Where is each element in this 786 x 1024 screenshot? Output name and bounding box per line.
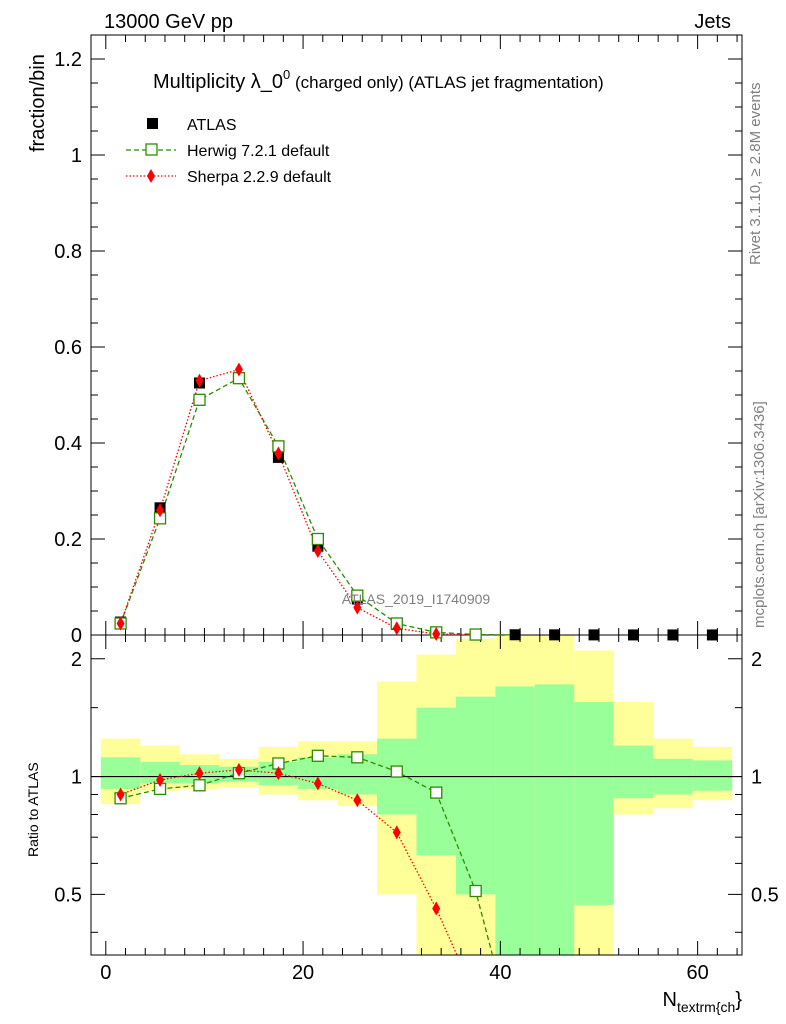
sherpa-ratio-point bbox=[353, 793, 362, 808]
herwig-point bbox=[311, 532, 325, 546]
ratio-xtick-label: 40 bbox=[489, 962, 511, 984]
legend-atlas-label: ATLAS bbox=[187, 117, 237, 134]
sherpa-ratio-point bbox=[392, 825, 401, 840]
atlas-point bbox=[628, 629, 639, 641]
band-green-13 bbox=[613, 745, 654, 799]
main-ytick-label: 0.2 bbox=[54, 529, 82, 551]
sherpa-ratio-point bbox=[156, 772, 165, 787]
ratio-xtick-label: 0 bbox=[100, 962, 111, 984]
header-left: 13000 GeV pp bbox=[104, 11, 233, 33]
herwig-ratio-point bbox=[430, 786, 443, 799]
herwig-point bbox=[193, 393, 206, 406]
legend-sherpa-marker bbox=[147, 169, 155, 183]
ratio-uncertainty-bands bbox=[100, 635, 733, 955]
legend-sherpa-label: Sherpa 2.2.9 default bbox=[187, 169, 332, 186]
band-green-12 bbox=[574, 702, 614, 905]
band-green-1 bbox=[140, 761, 180, 784]
atlas-point bbox=[509, 629, 521, 641]
x-axis-label-main: N bbox=[663, 989, 677, 1011]
ratio-xtick-label: 60 bbox=[686, 962, 708, 984]
sherpa-ratio-point bbox=[432, 901, 441, 916]
herwig-point bbox=[469, 628, 482, 641]
legend-herwig-marker bbox=[145, 143, 158, 156]
band-green-11 bbox=[534, 684, 575, 955]
band-green-0 bbox=[100, 757, 141, 789]
ratio-ytick-label-right: 2 bbox=[751, 649, 762, 671]
main-ytick-label: 0.4 bbox=[54, 433, 82, 455]
main-ytick-label: 1.2 bbox=[54, 49, 82, 71]
ratio-ytick-label: 1 bbox=[71, 767, 82, 789]
herwig-ratio-point bbox=[469, 884, 482, 898]
x-axis-label-close: } bbox=[735, 989, 742, 1011]
sherpa-point bbox=[234, 362, 243, 377]
main-ytick-label: 1 bbox=[71, 145, 82, 167]
plot-title: Multiplicity λ_00 (charged only) (ATLAS … bbox=[153, 67, 604, 93]
legend-atlas-marker bbox=[147, 118, 158, 129]
band-green-9 bbox=[455, 696, 496, 895]
main-ytick-label: 0.8 bbox=[54, 241, 82, 263]
band-green-15 bbox=[692, 760, 733, 791]
legend: ATLAS Herwig 7.2.1 default Sherpa 2.2.9 … bbox=[126, 117, 332, 186]
sherpa-main-curve bbox=[119, 368, 476, 636]
atlas-point bbox=[667, 629, 679, 641]
atlas-point bbox=[588, 629, 600, 641]
band-green-10 bbox=[495, 686, 535, 955]
ratio-ytick-label-right: 0.5 bbox=[751, 884, 779, 906]
header-right: Jets bbox=[694, 11, 731, 33]
data-markers bbox=[114, 362, 718, 916]
sherpa-point bbox=[353, 600, 362, 615]
sherpa-point bbox=[195, 373, 204, 388]
tick-labels: 0 0.2 0.4 0.6 0.8 1 1.2 0 20 40 60 0.5 0.5 1 1 2 2 bbox=[54, 49, 779, 984]
main-ytick-label: 0 bbox=[71, 625, 82, 647]
ratio-panel-frame bbox=[90, 634, 743, 956]
x-axis-label-sub: textrm{ch bbox=[677, 999, 735, 1015]
sherpa-point bbox=[274, 446, 283, 461]
herwig-ratio-point bbox=[390, 765, 403, 778]
sherpa-ratio-point bbox=[274, 766, 283, 781]
sherpa-point bbox=[313, 544, 322, 558]
sherpa-point bbox=[432, 627, 441, 642]
y-axis-label-main: fraction/bin bbox=[27, 54, 49, 152]
sherpa-ratio-point bbox=[313, 776, 322, 791]
atlas-point bbox=[706, 629, 718, 641]
analysis-watermark: ATLAS_2019_I1740909 bbox=[342, 591, 491, 607]
ratio-ytick-label: 0.5 bbox=[54, 884, 82, 906]
main-ytick-label: 0.6 bbox=[54, 337, 82, 359]
sherpa-point bbox=[116, 616, 125, 631]
ratio-xtick-label: 20 bbox=[292, 962, 314, 984]
plot-title-suffix: (charged only) (ATLAS jet fragmentation) bbox=[290, 73, 603, 92]
atlas-point bbox=[549, 629, 561, 641]
ratio-ytick-label-right: 1 bbox=[751, 767, 762, 789]
plot-title-sup: 0 bbox=[283, 67, 290, 82]
band-green-8 bbox=[416, 707, 456, 856]
sherpa-ratio-point bbox=[195, 766, 204, 781]
y-axis-label-ratio: Ratio to ATLAS bbox=[25, 762, 41, 857]
x-axis-label: Ntextrm{ch} bbox=[663, 989, 743, 1015]
plot-title-main: Multiplicity λ_0 bbox=[153, 71, 283, 93]
sherpa-ratio-point bbox=[116, 787, 125, 802]
herwig-main-curve bbox=[119, 377, 516, 636]
ratio-ytick-label: 2 bbox=[71, 649, 82, 671]
herwig-ratio-point bbox=[311, 749, 325, 762]
herwig-ratio-point bbox=[351, 751, 364, 764]
side-rivet-text: Rivet 3.1.10, ≥ 2.8M events bbox=[747, 83, 764, 266]
sherpa-point bbox=[156, 503, 165, 518]
side-mcplots-text: mcplots.cern.ch [arXiv:1306.3436] bbox=[751, 401, 768, 628]
sherpa-point bbox=[392, 621, 401, 636]
legend-herwig-label: Herwig 7.2.1 default bbox=[187, 143, 330, 160]
herwig-ratio-point bbox=[193, 779, 206, 792]
sherpa-ratio-point bbox=[234, 762, 243, 777]
